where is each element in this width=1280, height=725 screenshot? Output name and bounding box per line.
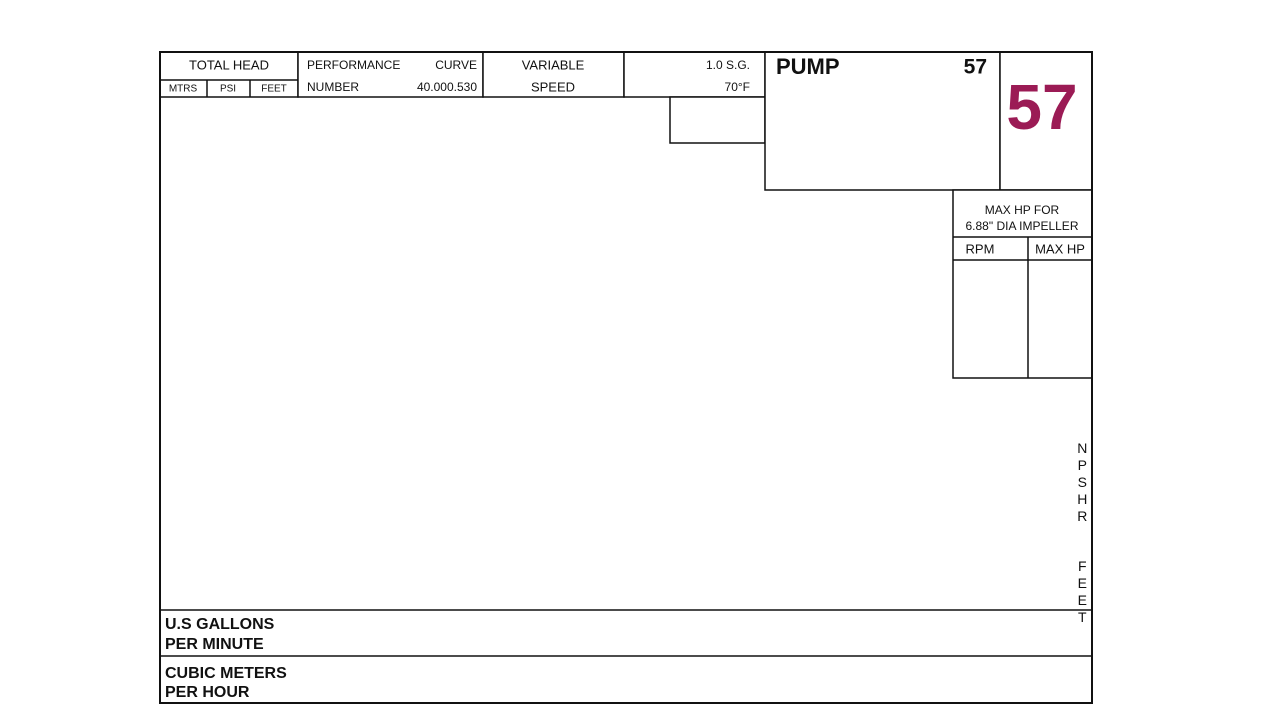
- pump-info-cell: [764, 51, 1001, 191]
- x2-axis-label: PER HOUR: [165, 684, 250, 701]
- header-text: FEET: [261, 84, 287, 95]
- header-text: NUMBER: [307, 80, 359, 94]
- total-head-cell: [159, 51, 299, 98]
- header-text: PERFORMANCE: [307, 58, 400, 72]
- header-text: MTRS: [169, 84, 198, 95]
- outer-frame: [159, 51, 1093, 704]
- blank-cell: [669, 96, 766, 144]
- header-text: 1.0 S.G.: [706, 58, 750, 72]
- x2-axis-label: CUBIC METERS: [165, 665, 287, 682]
- max-hp-column: RPM: [966, 241, 995, 256]
- max-hp-title: MAX HP FOR: [985, 203, 1060, 217]
- pump-badge: 57: [1006, 71, 1077, 143]
- header-text: TOTAL HEAD: [189, 57, 269, 72]
- header-text: 70°F: [725, 80, 750, 94]
- y2-axis-label: NPSHR: [1074, 440, 1090, 525]
- x-axis-label: U.S GALLONS: [165, 616, 275, 633]
- header-text: VARIABLE: [522, 57, 585, 72]
- frame: TOTAL HEAD MTRS PSI FEET PERFORMANCE CUR…: [159, 51, 1093, 704]
- x-axis-label: PER MINUTE: [165, 636, 264, 653]
- header-text: PSI: [220, 84, 236, 95]
- max-hp-table: [952, 189, 1093, 379]
- pump-title: PUMP: [776, 54, 840, 79]
- pump-number: 57: [964, 56, 987, 79]
- max-hp-column: MAX HP: [1035, 241, 1085, 256]
- badge-cell: [999, 51, 1093, 191]
- header-text: SPEED: [531, 79, 575, 94]
- max-hp-title: 6.88" DIA IMPELLER: [966, 219, 1079, 233]
- header-text: 40.000.530: [417, 80, 477, 94]
- header-text: CURVE: [435, 58, 477, 72]
- y2-axis-unit: FEET: [1074, 558, 1090, 626]
